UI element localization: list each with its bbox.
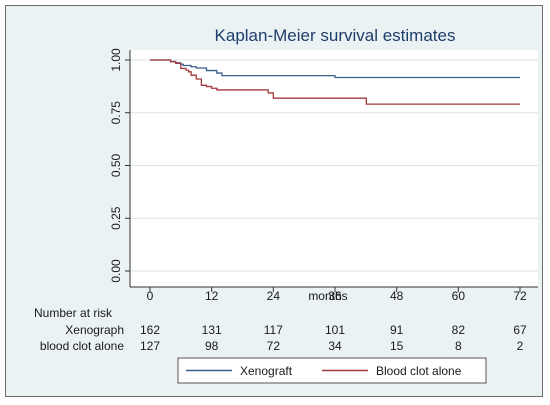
x-tick-label: 60 — [452, 289, 466, 303]
x-tick-label: 12 — [205, 289, 219, 303]
risk-value: 15 — [390, 339, 404, 353]
risk-value: 117 — [264, 323, 283, 337]
x-tick-label: 0 — [147, 289, 154, 303]
gridlines — [130, 59, 538, 272]
risk-value: 2 — [517, 339, 524, 353]
risk-value: 98 — [205, 339, 219, 353]
risk-value: 91 — [390, 323, 404, 337]
risk-value: 101 — [325, 323, 345, 337]
legend-label: Xenograft — [240, 364, 293, 378]
plot-area — [130, 50, 538, 287]
y-tick-label: 1.00 — [109, 48, 123, 72]
km-chart: Kaplan-Meier survival estimates 0.00 0.25… — [34, 26, 538, 384]
risk-value: 82 — [452, 323, 466, 337]
legend-label: Blood clot alone — [376, 364, 462, 378]
y-tick-label: 0.00 — [109, 259, 123, 283]
y-tick-label: 0.75 — [109, 101, 123, 125]
risk-value: 127 — [140, 339, 160, 353]
y-axis-ticks: 0.00 0.25 0.50 0.75 1.00 — [109, 48, 130, 283]
risk-value: 72 — [267, 339, 281, 353]
risk-value: 34 — [328, 339, 342, 353]
y-tick-label: 0.50 — [109, 153, 123, 177]
x-axis-label: months — [308, 289, 347, 303]
x-tick-label: 48 — [390, 289, 404, 303]
x-tick-label: 24 — [267, 289, 281, 303]
x-tick-label: 72 — [513, 289, 527, 303]
series-line-blood-clot-alone — [150, 59, 520, 105]
x-axis-ticks: 0 12 24 36 48 60 72 — [147, 287, 527, 303]
risk-value: 131 — [202, 323, 222, 337]
risk-value: 8 — [455, 339, 462, 353]
risk-row-label: Xenograph — [65, 323, 124, 337]
survival-curves — [150, 59, 520, 105]
risk-value: 67 — [513, 323, 527, 337]
risk-value: 162 — [140, 323, 160, 337]
risk-row-label: blood clot alone — [40, 339, 124, 353]
x-tick-label: 36 — [328, 289, 342, 303]
risk-table-header: Number at risk — [34, 306, 113, 320]
chart-title: Kaplan-Meier survival estimates — [215, 26, 456, 45]
y-tick-label: 0.25 — [109, 206, 123, 230]
figure-panel: Kaplan-Meier survival estimates 0.00 0.25… — [5, 5, 543, 397]
legend: Xenograft Blood clot alone — [177, 357, 487, 384]
